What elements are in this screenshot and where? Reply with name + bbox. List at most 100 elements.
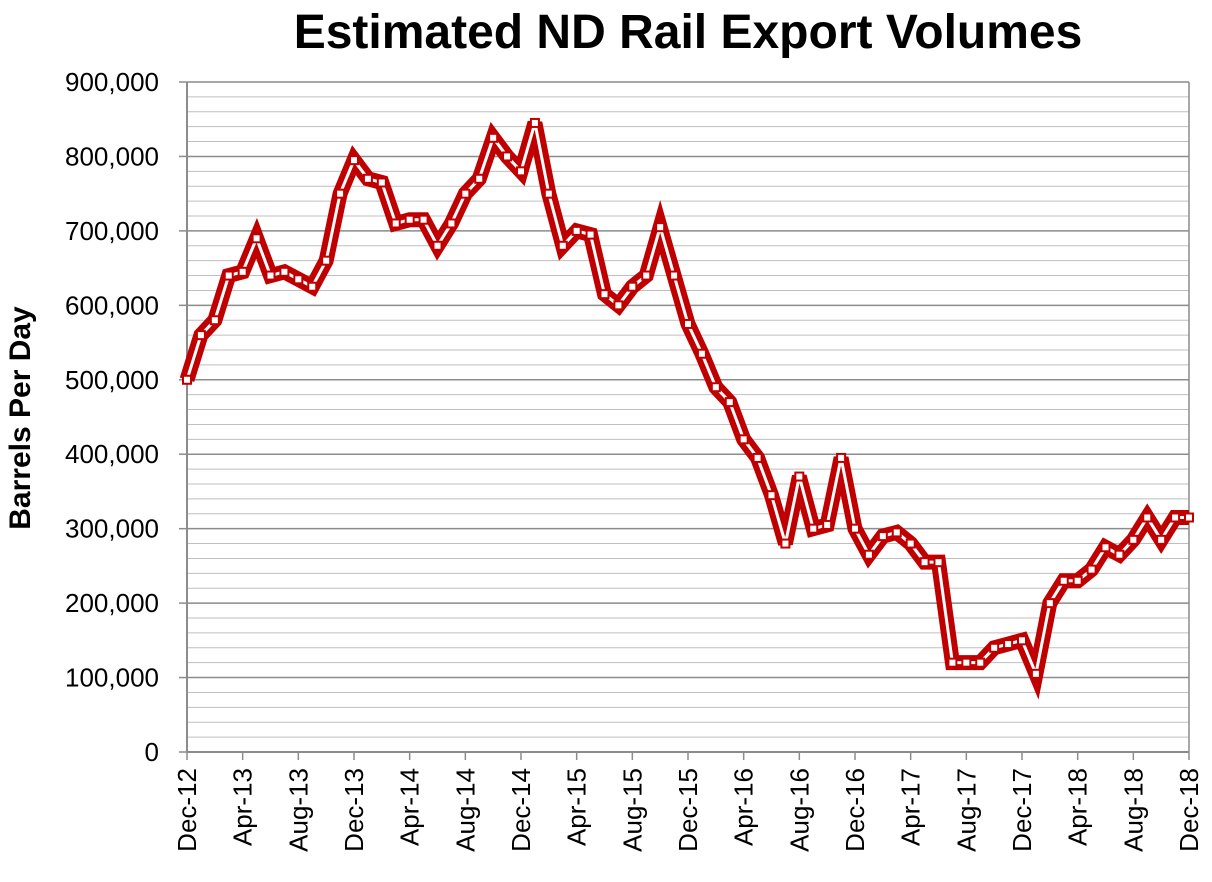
data-point	[905, 538, 916, 549]
data-point	[237, 266, 248, 277]
y-tick-label: 400,000	[65, 439, 159, 469]
x-tick-label: Aug-17	[951, 768, 981, 852]
x-tick-label: Aug-18	[1118, 768, 1148, 852]
data-point	[1156, 534, 1167, 545]
data-point	[474, 173, 485, 184]
x-tick-label: Dec-12	[172, 768, 202, 852]
data-point	[321, 255, 332, 266]
data-point	[919, 557, 930, 568]
x-tick-label: Apr-13	[228, 768, 258, 846]
y-tick-label: 600,000	[65, 290, 159, 320]
data-point	[488, 132, 499, 143]
data-point	[961, 657, 972, 668]
chart-title: Estimated ND Rail Export Volumes	[294, 6, 1083, 59]
x-tick-label: Dec-14	[506, 768, 536, 852]
x-tick-label: Dec-15	[673, 768, 703, 852]
data-point	[404, 214, 415, 225]
y-tick-label: 200,000	[65, 588, 159, 618]
x-tick-label: Aug-13	[283, 768, 313, 852]
data-point	[349, 155, 359, 166]
data-point	[195, 330, 206, 341]
data-point	[669, 270, 680, 281]
data-point	[251, 233, 262, 244]
data-point	[543, 188, 554, 199]
data-point	[1100, 542, 1111, 553]
y-tick-label: 300,000	[65, 514, 159, 544]
data-point	[794, 471, 805, 482]
data-point	[738, 434, 749, 445]
data-point	[822, 519, 833, 530]
data-point	[877, 531, 888, 542]
x-tick-label: Apr-18	[1063, 768, 1093, 846]
data-point	[808, 523, 819, 534]
y-tick-label: 700,000	[65, 216, 159, 246]
x-tick-label: Apr-14	[395, 768, 425, 846]
data-point	[182, 374, 192, 385]
data-point	[752, 452, 763, 463]
data-point	[460, 188, 471, 199]
x-tick-label: Dec-16	[840, 768, 870, 852]
data-point	[335, 188, 346, 199]
data-point	[1128, 534, 1139, 545]
data-point	[223, 270, 234, 281]
data-point	[446, 218, 457, 229]
data-point	[418, 214, 429, 225]
series-line-inner	[185, 122, 1189, 679]
data-point	[307, 281, 318, 292]
data-point	[696, 348, 707, 359]
data-point	[1044, 598, 1055, 609]
data-point	[362, 173, 373, 184]
x-axis-ticks: Dec-12 Apr-13 Aug-13 Dec-13 Apr-14 Aug-14 Dec-…	[172, 752, 1204, 852]
data-point	[265, 270, 276, 281]
data-point	[293, 274, 304, 285]
data-point	[641, 270, 652, 281]
x-tick-label: Aug-14	[450, 768, 480, 852]
data-point	[1170, 512, 1181, 523]
data-point	[724, 397, 735, 408]
data-point	[1142, 512, 1153, 523]
data-point	[989, 642, 1000, 653]
y-tick-label: 900,000	[65, 67, 159, 97]
series-group	[179, 117, 1194, 700]
data-point	[1184, 512, 1194, 523]
data-point	[1114, 549, 1125, 560]
x-tick-label: Aug-15	[617, 768, 647, 852]
data-point	[766, 490, 777, 501]
data-point	[557, 240, 568, 251]
x-tick-label: Apr-17	[896, 768, 926, 846]
x-tick-label: Dec-13	[339, 768, 369, 852]
y-tick-label: 800,000	[65, 141, 159, 171]
data-point	[279, 266, 290, 277]
data-point	[516, 166, 526, 177]
y-tick-label: 0	[145, 737, 159, 767]
data-point	[933, 557, 944, 568]
x-tick-label: Apr-16	[729, 768, 759, 846]
data-point	[863, 549, 874, 560]
data-point	[850, 523, 860, 534]
data-point	[1072, 575, 1083, 586]
data-point	[571, 225, 582, 236]
data-point	[209, 315, 220, 326]
data-point	[502, 151, 513, 162]
x-tick-label: Dec-17	[1007, 768, 1037, 852]
x-tick-label: Apr-15	[562, 768, 592, 846]
data-point	[710, 382, 721, 393]
y-tick-label: 100,000	[65, 663, 159, 693]
y-axis-label: Barrels Per Day	[4, 306, 37, 530]
gridlines	[187, 81, 1190, 752]
data-point	[1058, 575, 1069, 586]
data-point	[585, 229, 596, 240]
data-point	[780, 538, 791, 549]
data-point	[836, 452, 847, 463]
x-tick-label: Aug-16	[784, 768, 814, 852]
data-point	[599, 289, 610, 300]
y-axis-ticks: 0 100,000 200,000 300,000 400,000 500,000 600,…	[65, 67, 187, 767]
data-point	[683, 318, 693, 329]
x-tick-label: Dec-18	[1174, 768, 1204, 852]
data-point	[432, 240, 443, 251]
data-point	[529, 117, 540, 128]
data-point	[655, 222, 666, 233]
data-point	[1030, 668, 1041, 679]
data-point	[947, 657, 958, 668]
